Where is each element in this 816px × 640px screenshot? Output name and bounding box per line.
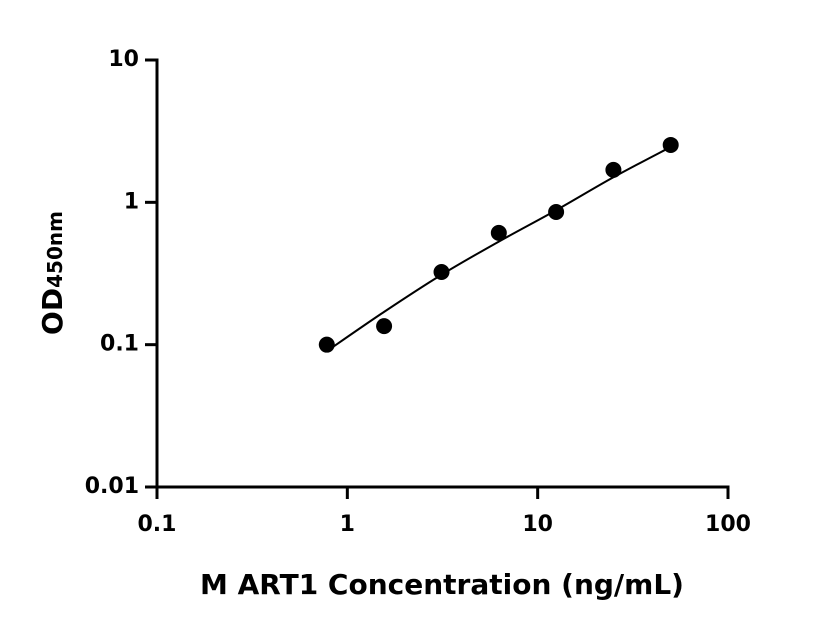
data-point xyxy=(548,204,565,221)
data-point xyxy=(490,224,507,241)
data-point xyxy=(605,161,622,178)
x-tick-label: 1 xyxy=(340,512,355,537)
y-tick-label: 10 xyxy=(108,47,139,72)
data-point xyxy=(662,136,679,153)
y-axis-title-sub: 450nm xyxy=(43,211,67,288)
x-axis-title: M ART1 Concentration (ng/mL) xyxy=(200,568,684,601)
data-point xyxy=(318,336,335,353)
x-tick-label: 0.1 xyxy=(138,512,177,537)
y-tick-label: 0.1 xyxy=(100,332,139,357)
data-point xyxy=(433,263,450,280)
x-tick-label: 100 xyxy=(705,512,751,537)
y-tick-label: 0.01 xyxy=(85,474,139,499)
y-axis-title: OD450nm xyxy=(36,211,69,335)
data-point xyxy=(376,318,393,335)
y-axis-title-main: OD xyxy=(36,288,69,335)
x-tick-label: 10 xyxy=(522,512,553,537)
y-tick-label: 1 xyxy=(124,189,139,214)
